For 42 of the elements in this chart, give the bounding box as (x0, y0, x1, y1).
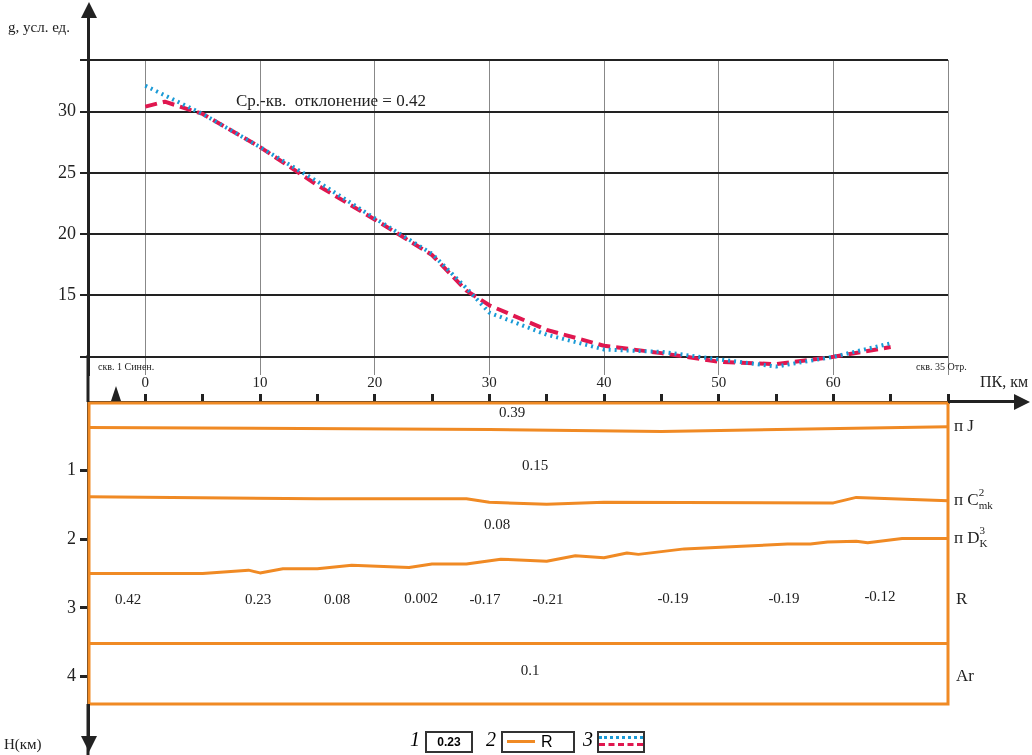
x-tick-label: 60 (825, 373, 841, 390)
y-tick-label: 3 (67, 596, 76, 617)
y-tick-label: 1 (67, 459, 76, 480)
y-tick-label: 15 (58, 284, 76, 305)
annotation: скв. 35 Отр. (916, 360, 967, 372)
annotation: -0.21 (532, 590, 564, 607)
annotation: 0.08 (483, 515, 511, 532)
annotation: Ср.-кв. отклонение = 0.42 (236, 91, 426, 111)
text: 2 (486, 728, 496, 751)
y-tick-label: 20 (58, 222, 76, 243)
annotation: -0.17 (469, 590, 502, 607)
annotation: скв. 1 Синен. (98, 360, 155, 372)
key-box: R (501, 731, 575, 753)
y-tick-label: 25 (58, 161, 76, 182)
annotation: 0.23 (244, 590, 272, 607)
annotation: 0.002 (404, 589, 438, 606)
annotation: -0.19 (657, 589, 689, 606)
text: R (956, 589, 968, 609)
text: Ar (956, 666, 975, 686)
x-tick-label: 10 (252, 373, 268, 390)
annotation: 0.42 (114, 590, 142, 607)
x-tick-label: 50 (711, 373, 727, 390)
annotation: -0.19 (768, 589, 800, 606)
series-label: п J (954, 416, 975, 436)
x-axis-title: ПК, км (980, 373, 1029, 391)
annotation: 0.08 (323, 590, 351, 607)
annotation: -0.12 (864, 587, 896, 604)
text: 3 (583, 728, 593, 751)
x-tick-label: 40 (596, 373, 612, 390)
annotation: 0.39 (498, 403, 526, 420)
x-tick-label: 30 (481, 373, 497, 390)
x-tick-label: 0 (141, 373, 150, 390)
y-tick-label: 2 (67, 528, 76, 549)
x-tick-label: 20 (367, 373, 383, 390)
text: 1 (410, 728, 420, 751)
key-box: 0.23 (425, 731, 473, 753)
y-axis-title: Н(км) (4, 735, 42, 753)
annotation: 0.15 (521, 456, 549, 473)
annotation: 0.1 (520, 661, 540, 678)
y-axis-title: g, усл. ед. (8, 18, 70, 35)
y-tick-label: 30 (58, 100, 76, 121)
y-tick-label: 4 (67, 665, 76, 686)
